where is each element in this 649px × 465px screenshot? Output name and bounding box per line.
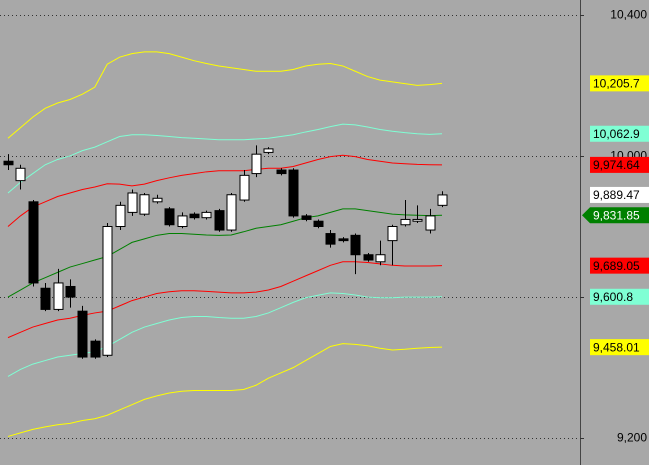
candle-body xyxy=(3,160,14,166)
tag-box xyxy=(590,75,649,92)
candle-body xyxy=(263,148,274,153)
value-tag: 10,062.9 xyxy=(590,125,649,142)
candle-body xyxy=(239,174,250,201)
candle-body xyxy=(15,167,26,182)
candle-body xyxy=(189,213,200,219)
tag-box xyxy=(590,156,649,173)
tag-box xyxy=(590,339,649,356)
candle-body xyxy=(313,220,324,228)
candle-body xyxy=(177,215,188,228)
candle-body xyxy=(425,215,436,231)
candle-body xyxy=(102,226,113,356)
candle-body xyxy=(152,197,163,203)
tag-label: 9,689.05 xyxy=(593,259,640,273)
tag-label: 9,974.64 xyxy=(593,158,640,172)
candle-body xyxy=(53,282,64,310)
value-tag: 9,689.05 xyxy=(590,257,649,274)
candle-body xyxy=(387,226,398,242)
tag-label: 9,831.85 xyxy=(593,208,640,222)
candle-body xyxy=(350,234,361,256)
candle-body xyxy=(127,192,138,213)
candle-body xyxy=(437,194,448,206)
band-line xyxy=(7,123,443,194)
candle-body xyxy=(65,285,76,298)
value-tag: 9,831.85 xyxy=(582,207,649,224)
y-tick-label: 10,400 xyxy=(610,8,647,22)
candle-body xyxy=(251,153,262,175)
band-line xyxy=(7,51,443,139)
candle-body xyxy=(400,218,411,226)
band-line xyxy=(7,343,443,437)
value-tag: 10,205.7 xyxy=(590,75,649,92)
candle-body xyxy=(338,238,349,242)
candle-body xyxy=(139,194,150,215)
tag-label: 10,205.7 xyxy=(593,77,640,91)
value-tag: 9,974.64 xyxy=(590,156,649,173)
candle-body xyxy=(301,215,312,220)
candle-body xyxy=(164,208,175,226)
candle-body xyxy=(201,211,212,219)
candle-body xyxy=(214,210,225,231)
tag-box xyxy=(590,186,649,203)
tag-label: 9,458.01 xyxy=(593,340,640,354)
tag-box xyxy=(590,257,649,274)
tag-label: 9,889.47 xyxy=(593,188,640,202)
candle-body xyxy=(375,254,386,263)
y-tick-label: 9,200 xyxy=(617,431,647,445)
candle-body xyxy=(115,204,126,228)
candle-body xyxy=(77,310,88,358)
candle-body xyxy=(28,201,39,284)
tag-box xyxy=(582,207,649,224)
band-line xyxy=(7,208,443,298)
candle-body xyxy=(40,287,51,310)
value-tag: 9,889.47 xyxy=(590,186,649,203)
value-tag: 9,458.01 xyxy=(590,339,649,356)
tag-label: 9,600.8 xyxy=(593,290,633,304)
candle-body xyxy=(325,233,336,245)
candle-body xyxy=(226,194,237,231)
band-line xyxy=(7,154,443,227)
tag-box xyxy=(590,288,649,305)
candle-body xyxy=(412,218,423,222)
candle-body xyxy=(288,169,299,217)
tag-box xyxy=(590,125,649,142)
tag-label: 10,062.9 xyxy=(593,127,640,141)
candle-body xyxy=(90,340,101,358)
candle-body xyxy=(363,254,374,261)
value-tag: 9,600.8 xyxy=(590,288,649,305)
candle-body xyxy=(276,169,287,175)
